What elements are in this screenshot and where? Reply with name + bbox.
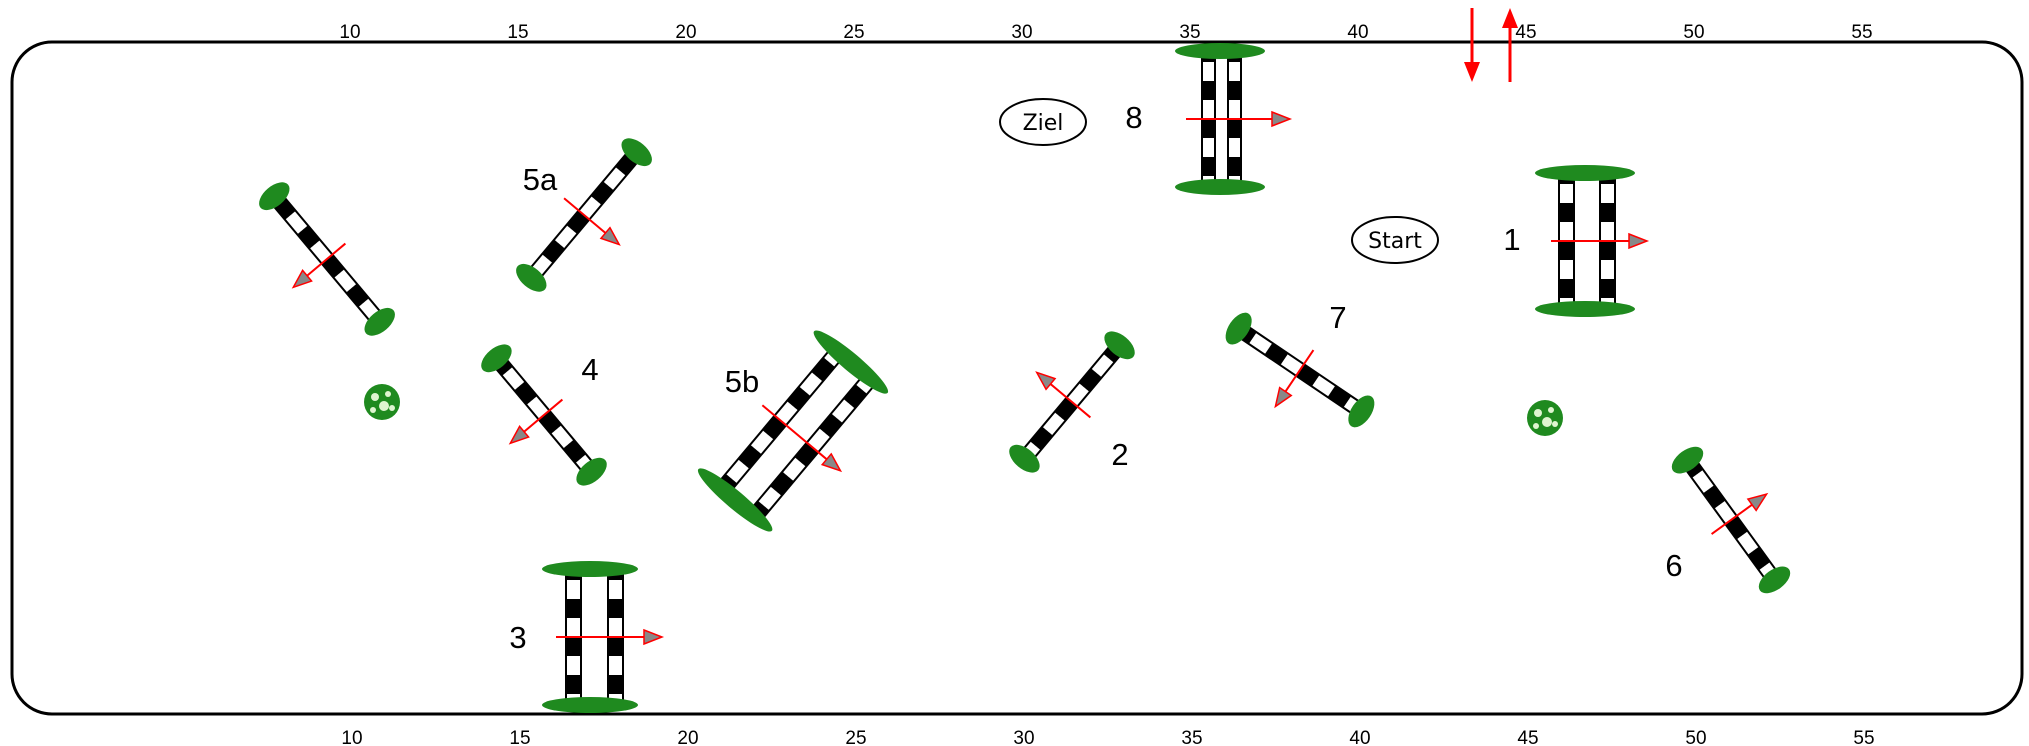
ruler-tick-label: 10 [341,728,362,746]
ruler-tick-label: 45 [1517,728,1538,746]
ruler-tick-label: 20 [675,22,696,43]
jump-8-label: 8 [1125,100,1142,135]
top-ruler: 10 15 20 25 30 35 40 45 50 55 [339,22,1872,43]
ruler-tick-label: 50 [1685,728,1706,746]
jump-1-label: 1 [1503,222,1520,257]
jump-5a [516,138,652,292]
ruler-tick-label: 35 [1181,728,1202,746]
jump-4-label: 4 [581,352,598,387]
ruler-tick-label: 35 [1179,22,1200,43]
ruler-tick-label: 55 [1853,728,1874,746]
jump-6-label: 6 [1665,548,1682,583]
ruler-tick-label: 45 [1515,22,1536,43]
gate-arrows [1464,8,1518,82]
jump-3-label: 3 [509,620,526,655]
jump-7-label: 7 [1329,300,1346,335]
jump-5a-label: 5a [523,162,558,197]
ruler-tick-label: 55 [1851,22,1872,43]
ruler-tick-label: 20 [677,728,698,746]
jump-5b [697,330,889,532]
bottom-ruler: 10 15 20 25 30 35 40 45 50 55 [341,728,1874,746]
jump-2-label: 2 [1111,437,1128,472]
jump-6 [1671,446,1791,594]
shrub-icon [364,384,400,420]
jump-7 [1225,312,1375,428]
start-label: Start [1368,229,1422,254]
jump-2 [1009,331,1135,473]
ruler-tick-label: 50 [1683,22,1704,43]
finish-marker: Ziel [999,98,1087,146]
jump-1 [1535,165,1650,317]
start-marker: Start [1351,216,1439,264]
jump-8 [1175,43,1293,195]
ruler-tick-label: 15 [507,22,528,43]
arena-outline [10,40,2024,716]
ruler-tick-label: 30 [1013,728,1034,746]
jump-3 [542,561,665,713]
ruler-tick-label: 30 [1011,22,1032,43]
jump-unlabeled [259,182,395,336]
ruler-tick-label: 25 [845,728,866,746]
ruler-tick-label: 15 [509,728,530,746]
jump-4 [481,344,607,486]
ruler-tick-label: 40 [1349,728,1370,746]
finish-label: Ziel [1023,111,1064,136]
ruler-tick-label: 40 [1347,22,1368,43]
jump-5b-label: 5b [725,364,759,399]
shrub-icon [1527,400,1563,436]
ruler-tick-label: 10 [339,22,360,43]
ruler-tick-label: 25 [843,22,864,43]
